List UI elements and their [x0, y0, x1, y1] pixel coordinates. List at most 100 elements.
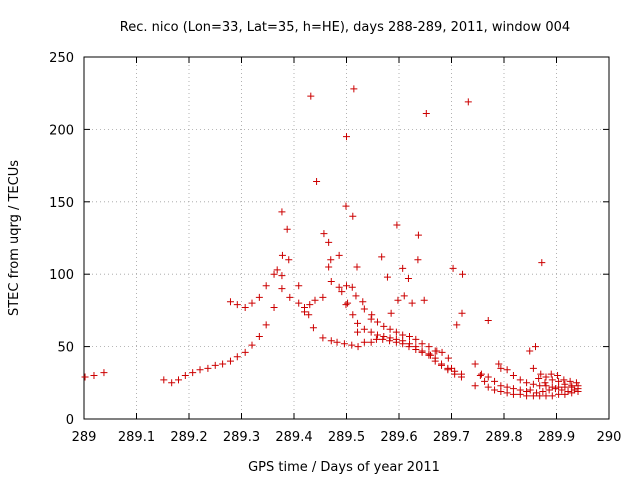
data-point	[427, 351, 434, 359]
x-tick-label: 289.1	[118, 430, 155, 445]
data-point	[168, 379, 176, 387]
y-tick-label: 100	[49, 268, 74, 283]
data-point	[551, 385, 559, 393]
data-point	[509, 372, 517, 380]
data-point	[255, 293, 263, 301]
data-point	[348, 341, 356, 349]
x-tick-label: 289.3	[223, 430, 260, 445]
data-point	[542, 382, 550, 390]
data-point	[338, 288, 346, 296]
y-tick-label: 0	[66, 413, 74, 428]
grid	[84, 57, 609, 419]
data-point	[286, 293, 294, 301]
data-point	[372, 335, 380, 343]
data-point	[325, 238, 333, 246]
x-tick-label: 289	[72, 430, 97, 445]
data-point	[561, 380, 569, 388]
data-point	[394, 296, 402, 304]
data-point	[420, 296, 428, 304]
data-point	[548, 383, 556, 391]
data-point	[406, 340, 413, 348]
data-point	[90, 372, 98, 380]
data-point	[327, 256, 335, 264]
data-point	[418, 347, 426, 355]
data-point	[319, 334, 327, 342]
data-point	[408, 299, 416, 307]
data-point	[561, 390, 569, 398]
data-point	[495, 360, 503, 368]
x-tick-label: 289.8	[485, 430, 522, 445]
data-point	[325, 263, 333, 271]
data-points	[81, 85, 582, 400]
data-point	[418, 340, 426, 348]
data-point	[503, 366, 511, 374]
data-point	[386, 337, 394, 345]
data-point	[564, 387, 572, 395]
data-point	[476, 372, 484, 380]
x-tick-label: 289.7	[433, 430, 470, 445]
data-point	[392, 328, 400, 336]
data-point	[349, 311, 357, 319]
data-point	[422, 109, 430, 117]
data-point	[348, 283, 356, 291]
data-point	[233, 301, 241, 309]
data-point	[532, 343, 539, 351]
data-point	[484, 383, 492, 391]
data-point	[386, 325, 394, 333]
data-point	[548, 392, 556, 400]
data-point	[241, 348, 249, 356]
data-point	[360, 338, 368, 346]
data-point	[516, 390, 524, 398]
data-point	[491, 386, 499, 394]
data-point	[523, 379, 531, 387]
data-point	[536, 392, 544, 400]
data-point	[262, 282, 270, 290]
data-point	[539, 387, 547, 395]
data-point	[344, 299, 352, 307]
x-tick-label: 289.6	[380, 430, 417, 445]
data-point	[343, 282, 350, 290]
data-point	[309, 324, 317, 332]
data-point	[380, 322, 388, 330]
data-point	[373, 331, 381, 339]
data-point	[349, 212, 357, 220]
data-point	[81, 373, 89, 381]
data-point	[412, 335, 420, 343]
data-point	[392, 335, 400, 343]
data-point	[189, 369, 197, 377]
data-point	[438, 360, 446, 368]
data-point	[360, 305, 368, 313]
data-point	[295, 282, 303, 290]
data-point	[438, 348, 446, 356]
chart-title: Rec. nico (Lon=33, Lat=35, h=HE), days 2…	[120, 20, 570, 35]
data-point	[414, 231, 422, 239]
data-point	[538, 259, 546, 267]
data-point	[278, 208, 286, 216]
data-point	[181, 372, 189, 380]
data-point	[335, 251, 343, 259]
data-point	[526, 386, 534, 394]
data-point	[233, 353, 241, 361]
x-tick-label: 289.4	[275, 430, 312, 445]
y-tick-label: 150	[49, 196, 74, 211]
data-point	[342, 301, 350, 309]
data-point	[343, 133, 350, 141]
y-tick-labels: 0 50 100 150 200 250	[49, 51, 74, 428]
data-point	[523, 392, 531, 400]
data-point	[368, 311, 376, 319]
data-point	[367, 338, 375, 346]
data-point	[352, 292, 360, 300]
data-point	[425, 350, 433, 358]
data-point	[204, 364, 212, 372]
data-point	[405, 343, 413, 351]
data-point	[449, 264, 457, 272]
data-point	[379, 335, 387, 343]
data-point	[360, 325, 368, 333]
data-point	[431, 354, 439, 362]
data-point	[248, 341, 256, 349]
x-tick-label: 289.2	[170, 430, 207, 445]
data-point	[542, 373, 550, 381]
data-point	[535, 374, 543, 382]
data-point	[311, 296, 319, 304]
